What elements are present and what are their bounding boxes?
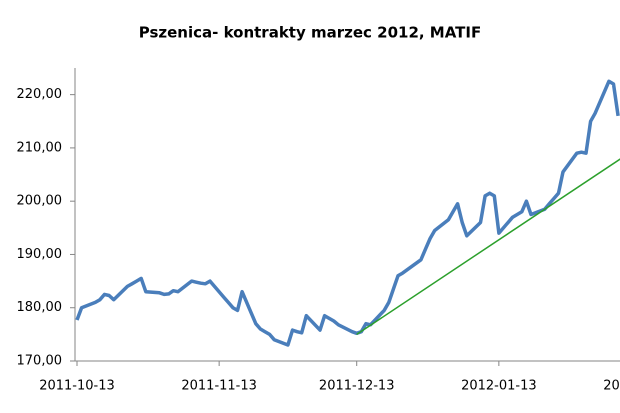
x-tick-label: 2011-12-13 <box>319 379 395 394</box>
x-tick-label: 2011-10-13 <box>39 379 115 394</box>
y-tick-label: 180,00 <box>17 300 63 315</box>
y-tick-label: 200,00 <box>17 194 63 209</box>
chart-title: Pszenica- kontrakty marzec 2012, MATIF <box>139 24 482 42</box>
trend-line <box>356 158 620 336</box>
x-tick-label: 2012-01-13 <box>461 379 537 394</box>
x-tick-label: 2012-02-13 <box>603 379 620 394</box>
y-tick-label: 210,00 <box>17 140 63 155</box>
y-tick-label: 170,00 <box>17 354 63 369</box>
y-tick-label: 190,00 <box>17 247 63 262</box>
x-tick-label: 2011-11-13 <box>181 379 257 394</box>
y-tick-label: 220,00 <box>17 87 63 102</box>
price-line <box>75 79 620 347</box>
